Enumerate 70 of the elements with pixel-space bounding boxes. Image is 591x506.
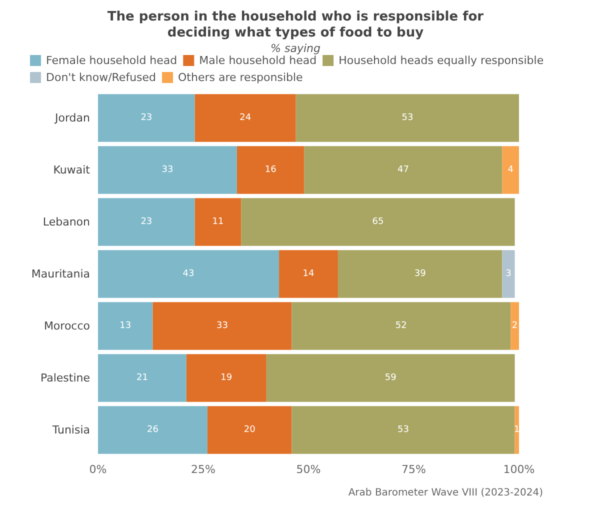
bar	[502, 250, 515, 298]
data-label: 47	[398, 165, 409, 175]
bar	[207, 406, 292, 454]
chart-title: The person in the household who is responsible for deciding what types of food to buy	[107, 10, 484, 40]
bar	[98, 250, 280, 298]
data-label: 11	[212, 217, 224, 227]
data-label: 21	[136, 373, 148, 383]
bar	[98, 146, 237, 194]
bar	[152, 302, 292, 350]
bar	[98, 94, 195, 142]
data-label: 24	[240, 113, 252, 123]
legend-label: Female household head	[46, 54, 178, 67]
legend-label: Household heads equally responsible	[338, 54, 544, 67]
bar	[266, 354, 515, 402]
legend-label: Others are responsible	[178, 71, 304, 84]
legend-label: Male household head	[199, 54, 317, 67]
data-label: 19	[220, 373, 232, 383]
data-label: 23	[140, 113, 152, 123]
data-label: 39	[414, 269, 426, 279]
y-tick-label: Lebanon	[42, 216, 90, 228]
bar	[304, 146, 502, 194]
y-tick-label: Tunisia	[51, 424, 90, 436]
bar	[514, 406, 519, 454]
bar	[194, 94, 296, 142]
data-label: 33	[216, 321, 228, 331]
data-label: 4	[508, 165, 514, 175]
bar	[236, 146, 304, 194]
data-label: 14	[302, 269, 314, 279]
bar	[98, 406, 208, 454]
bar	[279, 250, 338, 298]
x-tick-label: 100%	[503, 463, 535, 476]
bar	[510, 302, 519, 350]
data-label: 33	[162, 165, 174, 175]
x-tick-label: 0%	[89, 463, 107, 476]
y-tick-label: Palestine	[40, 372, 90, 384]
bar	[98, 354, 186, 402]
data-label: 2	[512, 321, 518, 331]
x-tick-label: 50%	[296, 463, 321, 476]
bar	[98, 302, 153, 350]
data-label: 53	[398, 425, 409, 435]
bar	[502, 146, 519, 194]
data-label: 23	[140, 217, 152, 227]
chart-subtitle: % saying	[270, 42, 320, 55]
bar	[338, 250, 502, 298]
bar	[296, 94, 519, 142]
x-tick-label: 75%	[402, 463, 426, 476]
legend-label: Don't know/Refused	[46, 71, 156, 84]
y-tick-label: Morocco	[44, 320, 90, 332]
bar	[98, 198, 195, 246]
y-tick-label: Jordan	[54, 112, 90, 124]
y-tick-label: Kuwait	[53, 164, 91, 176]
x-tick-label: 25%	[191, 463, 216, 476]
data-label: 20	[244, 425, 256, 435]
data-label: 59	[384, 373, 397, 383]
data-label: 53	[402, 113, 414, 123]
bar	[292, 302, 511, 350]
text: Arab Barometer Wave VIII (2023-2024)	[348, 488, 544, 498]
bar	[186, 354, 266, 402]
data-label: 52	[395, 321, 407, 331]
bar	[241, 198, 515, 246]
data-label: 43	[182, 269, 194, 279]
data-label: 16	[264, 165, 277, 175]
y-tick-label: Mauritania	[31, 268, 90, 280]
data-label: 3	[506, 269, 512, 279]
data-label: 1	[514, 425, 520, 435]
bar	[194, 198, 242, 246]
data-label: 26	[147, 425, 159, 435]
data-label: 13	[120, 321, 132, 331]
data-label: 65	[372, 217, 384, 227]
bar	[292, 406, 515, 454]
